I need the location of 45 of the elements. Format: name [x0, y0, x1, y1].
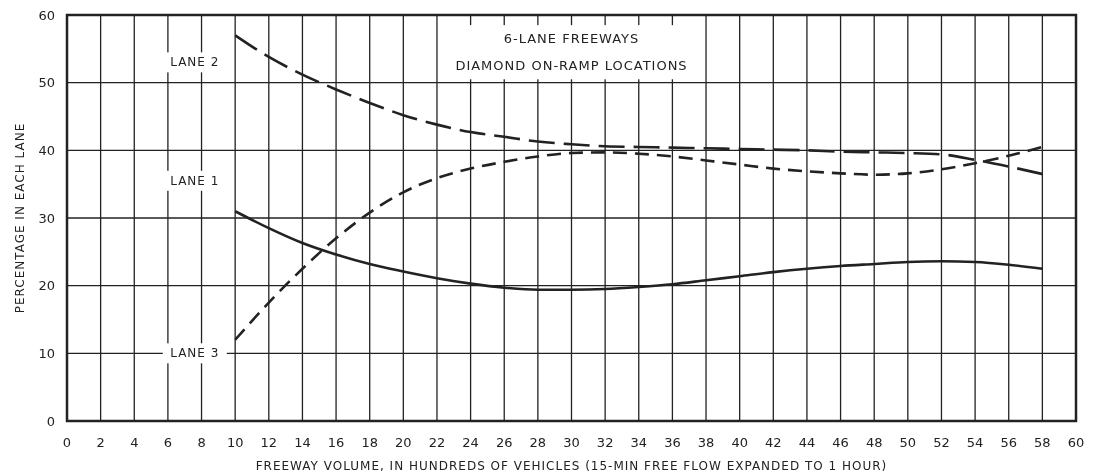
- x-tick-label: 34: [630, 434, 648, 450]
- series-label: LANE 3: [170, 346, 220, 361]
- y-tick-label: 10: [38, 345, 55, 361]
- y-tick-label: 20: [38, 278, 55, 294]
- x-tick-label: 18: [361, 434, 378, 450]
- x-tick-label: 48: [865, 434, 883, 450]
- x-tick-label: 54: [966, 434, 984, 450]
- x-tick-label: 52: [933, 434, 950, 450]
- y-tick-label: 30: [38, 210, 55, 226]
- x-tick-label: 8: [197, 434, 206, 450]
- text: LANE 2: [170, 55, 220, 70]
- x-tick-label: 16: [327, 434, 345, 450]
- x-tick-label: 28: [529, 434, 547, 450]
- x-tick-label: 30: [563, 434, 580, 450]
- x-tick-label: 26: [495, 434, 513, 450]
- x-tick-label: 36: [664, 434, 681, 450]
- x-tick-label: 58: [1034, 434, 1051, 450]
- x-tick-label: 20: [395, 434, 412, 450]
- y-tick-label: 40: [38, 142, 55, 158]
- x-tick-label: 56: [1000, 434, 1018, 450]
- x-tick-label: 42: [765, 434, 782, 450]
- x-tick-label: 12: [260, 434, 278, 450]
- y-tick-label: 50: [38, 75, 55, 91]
- x-tick-label: 0: [62, 434, 72, 450]
- y-tick-label: 0: [46, 413, 55, 429]
- x-tick-label: 4: [130, 434, 139, 450]
- x-tick-label: 22: [428, 434, 446, 450]
- x-tick-label: 14: [294, 434, 311, 450]
- x-tick-label: 32: [596, 434, 614, 450]
- x-tick-label: 50: [899, 434, 917, 450]
- y-axis-title: PERCENTAGE IN EACH LANE: [13, 122, 27, 314]
- text: DIAMOND ON-RAMP LOCATIONS: [455, 58, 688, 74]
- x-tick-label: 6: [163, 434, 173, 450]
- x-tick-label: 24: [462, 434, 479, 450]
- text: 6-LANE FREEWAYS: [503, 31, 640, 47]
- x-tick-label: 10: [226, 434, 244, 450]
- y-tick-label: 60: [38, 7, 55, 23]
- text: LANE 1: [170, 173, 220, 188]
- x-tick-label: 44: [798, 434, 816, 450]
- x-axis-title: FREEWAY VOLUME, IN HUNDREDS OF VEHICLES (15-MIN FREE FLOW EXPANDED TO 1 HOUR): [255, 459, 888, 473]
- x-tick-label: 2: [96, 434, 105, 450]
- x-tick-label: 40: [731, 434, 748, 450]
- x-tick-label: 60: [1067, 434, 1085, 450]
- x-tick-label: 38: [697, 434, 715, 450]
- x-tick-label: 46: [832, 434, 849, 450]
